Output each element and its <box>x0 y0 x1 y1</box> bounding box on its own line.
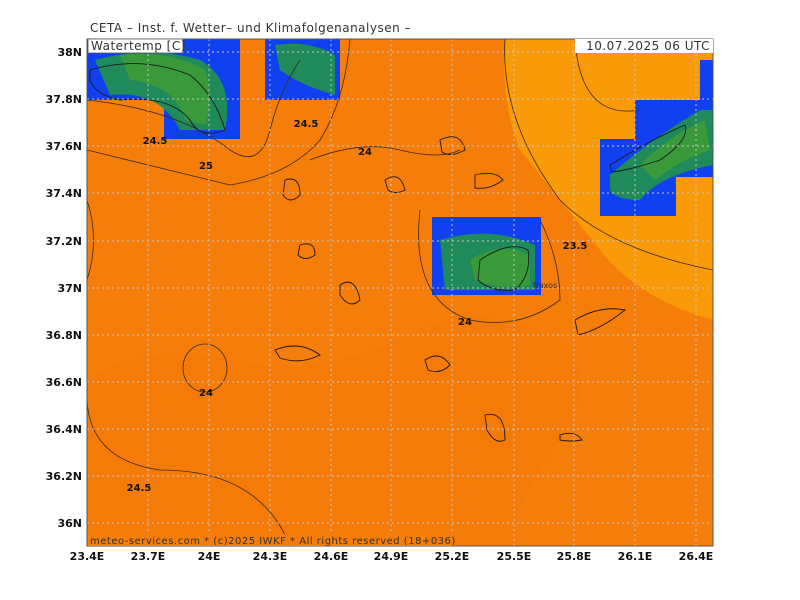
lon-label: 23.4E <box>70 550 105 563</box>
place-label: Naxos <box>533 281 557 290</box>
contour-label: 24.5 <box>127 483 152 494</box>
isoline <box>504 39 713 271</box>
patch <box>470 248 530 287</box>
island <box>609 124 687 173</box>
patch <box>640 120 710 180</box>
lat-label: 36.8N <box>46 329 82 342</box>
source-title: CETA – Inst. f. Wetter– und Klimafolgena… <box>90 21 411 35</box>
island <box>274 136 627 442</box>
lat-label: 37.6N <box>46 140 82 153</box>
field <box>87 39 713 546</box>
isoline <box>87 199 291 546</box>
contour-label: 23.5 <box>563 241 588 252</box>
contour-label: 24 <box>458 317 472 328</box>
variable-label: Watertemp [C] <box>91 39 186 53</box>
lat-label: 37.2N <box>46 235 82 248</box>
lon-label: 24E <box>198 550 221 563</box>
lon-label: 25.2E <box>435 550 470 563</box>
patch <box>700 60 713 100</box>
footer: meteo-services.com * (c)2025 IWKF * All … <box>90 536 456 547</box>
lon-label: 26.4E <box>679 550 714 563</box>
warm-field <box>87 317 580 546</box>
lat-label: 37.4N <box>46 187 82 200</box>
lon-label: 26.1E <box>618 550 653 563</box>
patch <box>120 54 210 125</box>
lat-label: 36.4N <box>46 423 82 436</box>
lon-label: 25.5E <box>497 550 532 563</box>
lat-label: 37.8N <box>46 93 82 106</box>
footer-box <box>88 534 453 546</box>
lat-label: 38N <box>57 46 82 59</box>
patch <box>275 43 335 95</box>
variable-box <box>87 38 184 54</box>
lon-label: 24.3E <box>253 550 288 563</box>
lat-label: 37N <box>57 282 82 295</box>
datetime: 10.07.2025 06 UTC <box>586 39 710 53</box>
isoline <box>87 39 351 186</box>
contour-label: 24.5 <box>143 136 168 147</box>
patch <box>87 100 164 140</box>
coast <box>89 63 226 134</box>
lon-label: 24.9E <box>374 550 409 563</box>
lon-label: 25.8E <box>557 550 592 563</box>
island <box>477 246 530 291</box>
lon-label: 23.7E <box>131 550 166 563</box>
contour-label: 24 <box>199 388 213 399</box>
lat-label: 36N <box>57 517 82 530</box>
lat-label: 36.2N <box>46 470 82 483</box>
lon-label: 24.6E <box>314 550 349 563</box>
contour-label: 25 <box>199 161 213 172</box>
isoline <box>182 343 228 393</box>
isoline <box>309 146 561 323</box>
lat-label: 36.6N <box>46 376 82 389</box>
contour-label: 24.5 <box>294 119 319 130</box>
datetime-box <box>575 39 713 53</box>
contour-label: 24 <box>358 147 372 158</box>
